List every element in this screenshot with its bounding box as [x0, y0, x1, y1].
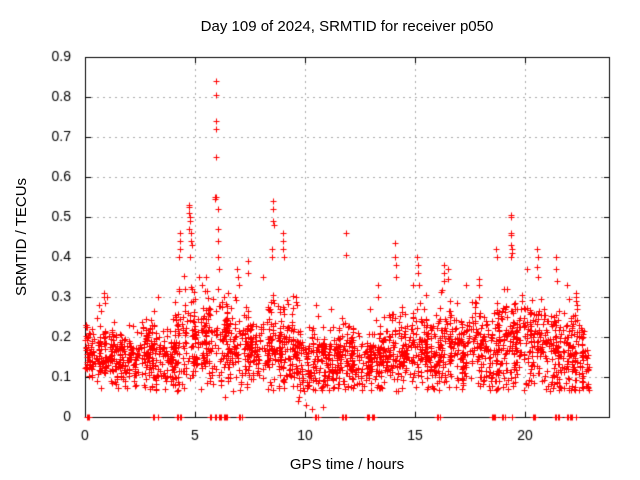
y-axis-label: SRMTID / TECUs [13, 177, 30, 297]
chart-title: Day 109 of 2024, SRMTID for receiver p05… [200, 18, 494, 35]
x-axis-label: GPS time / hours [289, 456, 405, 473]
